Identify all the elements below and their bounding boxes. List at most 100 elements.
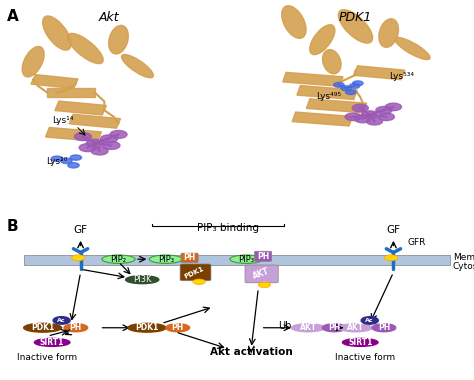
Circle shape [378,113,394,120]
Ellipse shape [109,25,128,54]
FancyBboxPatch shape [180,264,211,281]
Circle shape [51,156,63,161]
FancyBboxPatch shape [24,255,450,265]
Ellipse shape [35,339,70,346]
Text: PIP₂: PIP₂ [110,255,127,264]
Text: Cytosol: Cytosol [453,261,474,271]
Ellipse shape [322,50,341,74]
Circle shape [346,90,356,95]
Circle shape [193,279,205,285]
Polygon shape [297,86,357,100]
Polygon shape [354,66,405,80]
Text: Ub: Ub [278,321,291,331]
Text: Akt: Akt [99,11,119,24]
Text: Lys¹⁴: Lys¹⁴ [52,116,73,125]
Circle shape [86,139,103,147]
Ellipse shape [102,255,135,263]
Ellipse shape [149,255,182,263]
Text: AKT: AKT [251,267,270,281]
Ellipse shape [230,255,263,263]
Polygon shape [47,88,95,97]
Ellipse shape [67,33,103,63]
Ellipse shape [338,10,373,43]
Circle shape [345,113,361,120]
Text: SIRT1: SIRT1 [348,338,373,347]
Polygon shape [292,112,353,126]
Polygon shape [306,99,367,113]
Text: PDK1: PDK1 [31,323,55,332]
Circle shape [61,158,72,163]
Circle shape [110,130,127,138]
Text: GF: GF [73,225,88,235]
Ellipse shape [64,324,88,332]
Text: PDK1: PDK1 [339,11,372,24]
Text: GFR: GFR [408,238,426,247]
Text: Membrane: Membrane [453,253,474,262]
Polygon shape [31,74,78,89]
Circle shape [100,135,118,143]
Text: PDK1: PDK1 [135,323,159,332]
FancyBboxPatch shape [255,251,272,261]
Ellipse shape [22,46,44,77]
Text: PH: PH [328,323,340,332]
Circle shape [352,104,368,112]
Ellipse shape [379,19,399,48]
Circle shape [91,147,108,155]
Text: Lys²⁰: Lys²⁰ [46,157,68,166]
Polygon shape [46,127,101,141]
Text: Inactive form: Inactive form [335,353,395,362]
Text: PH: PH [70,323,82,332]
Ellipse shape [322,324,346,332]
Ellipse shape [43,16,71,50]
Ellipse shape [292,324,325,332]
Text: SIRT1: SIRT1 [40,338,64,347]
Ellipse shape [166,324,190,332]
Ellipse shape [339,324,372,332]
Circle shape [103,141,120,149]
Text: PI3K: PI3K [133,275,152,284]
Ellipse shape [372,324,396,332]
Text: A: A [7,9,19,24]
Ellipse shape [282,6,306,38]
Text: AKT: AKT [347,323,364,332]
Circle shape [53,317,70,324]
Text: GF: GF [386,225,401,235]
Circle shape [72,255,85,261]
Text: Inactive form: Inactive form [18,353,77,362]
Text: PIP₃: PIP₃ [238,255,255,264]
Text: Lys⁵³⁴: Lys⁵³⁴ [389,72,414,81]
Circle shape [70,155,82,160]
Text: PH: PH [257,252,269,261]
Ellipse shape [24,323,62,332]
Text: PIP₃: PIP₃ [158,255,174,264]
Circle shape [68,163,79,168]
Circle shape [353,81,363,86]
Text: PH: PH [172,323,184,332]
Circle shape [361,317,378,324]
Circle shape [334,82,344,87]
Text: Akt activation: Akt activation [210,347,292,357]
Ellipse shape [310,25,335,55]
Text: PDK1: PDK1 [183,265,205,280]
Circle shape [74,133,91,141]
Ellipse shape [121,54,154,78]
Circle shape [349,84,360,89]
FancyBboxPatch shape [245,265,278,283]
Circle shape [341,86,351,90]
Polygon shape [69,114,120,128]
Circle shape [258,282,271,288]
Circle shape [385,103,401,111]
Text: Ac: Ac [57,318,66,323]
Circle shape [362,111,378,118]
Text: Lys⁴⁹⁵: Lys⁴⁹⁵ [316,92,341,101]
Text: PH: PH [183,253,196,262]
Ellipse shape [128,323,166,332]
Circle shape [384,255,398,261]
Text: Ac: Ac [365,318,374,323]
Ellipse shape [342,339,378,346]
Ellipse shape [395,38,430,60]
Text: PH: PH [378,323,390,332]
FancyBboxPatch shape [181,253,198,262]
Polygon shape [55,101,106,115]
Ellipse shape [126,276,159,283]
